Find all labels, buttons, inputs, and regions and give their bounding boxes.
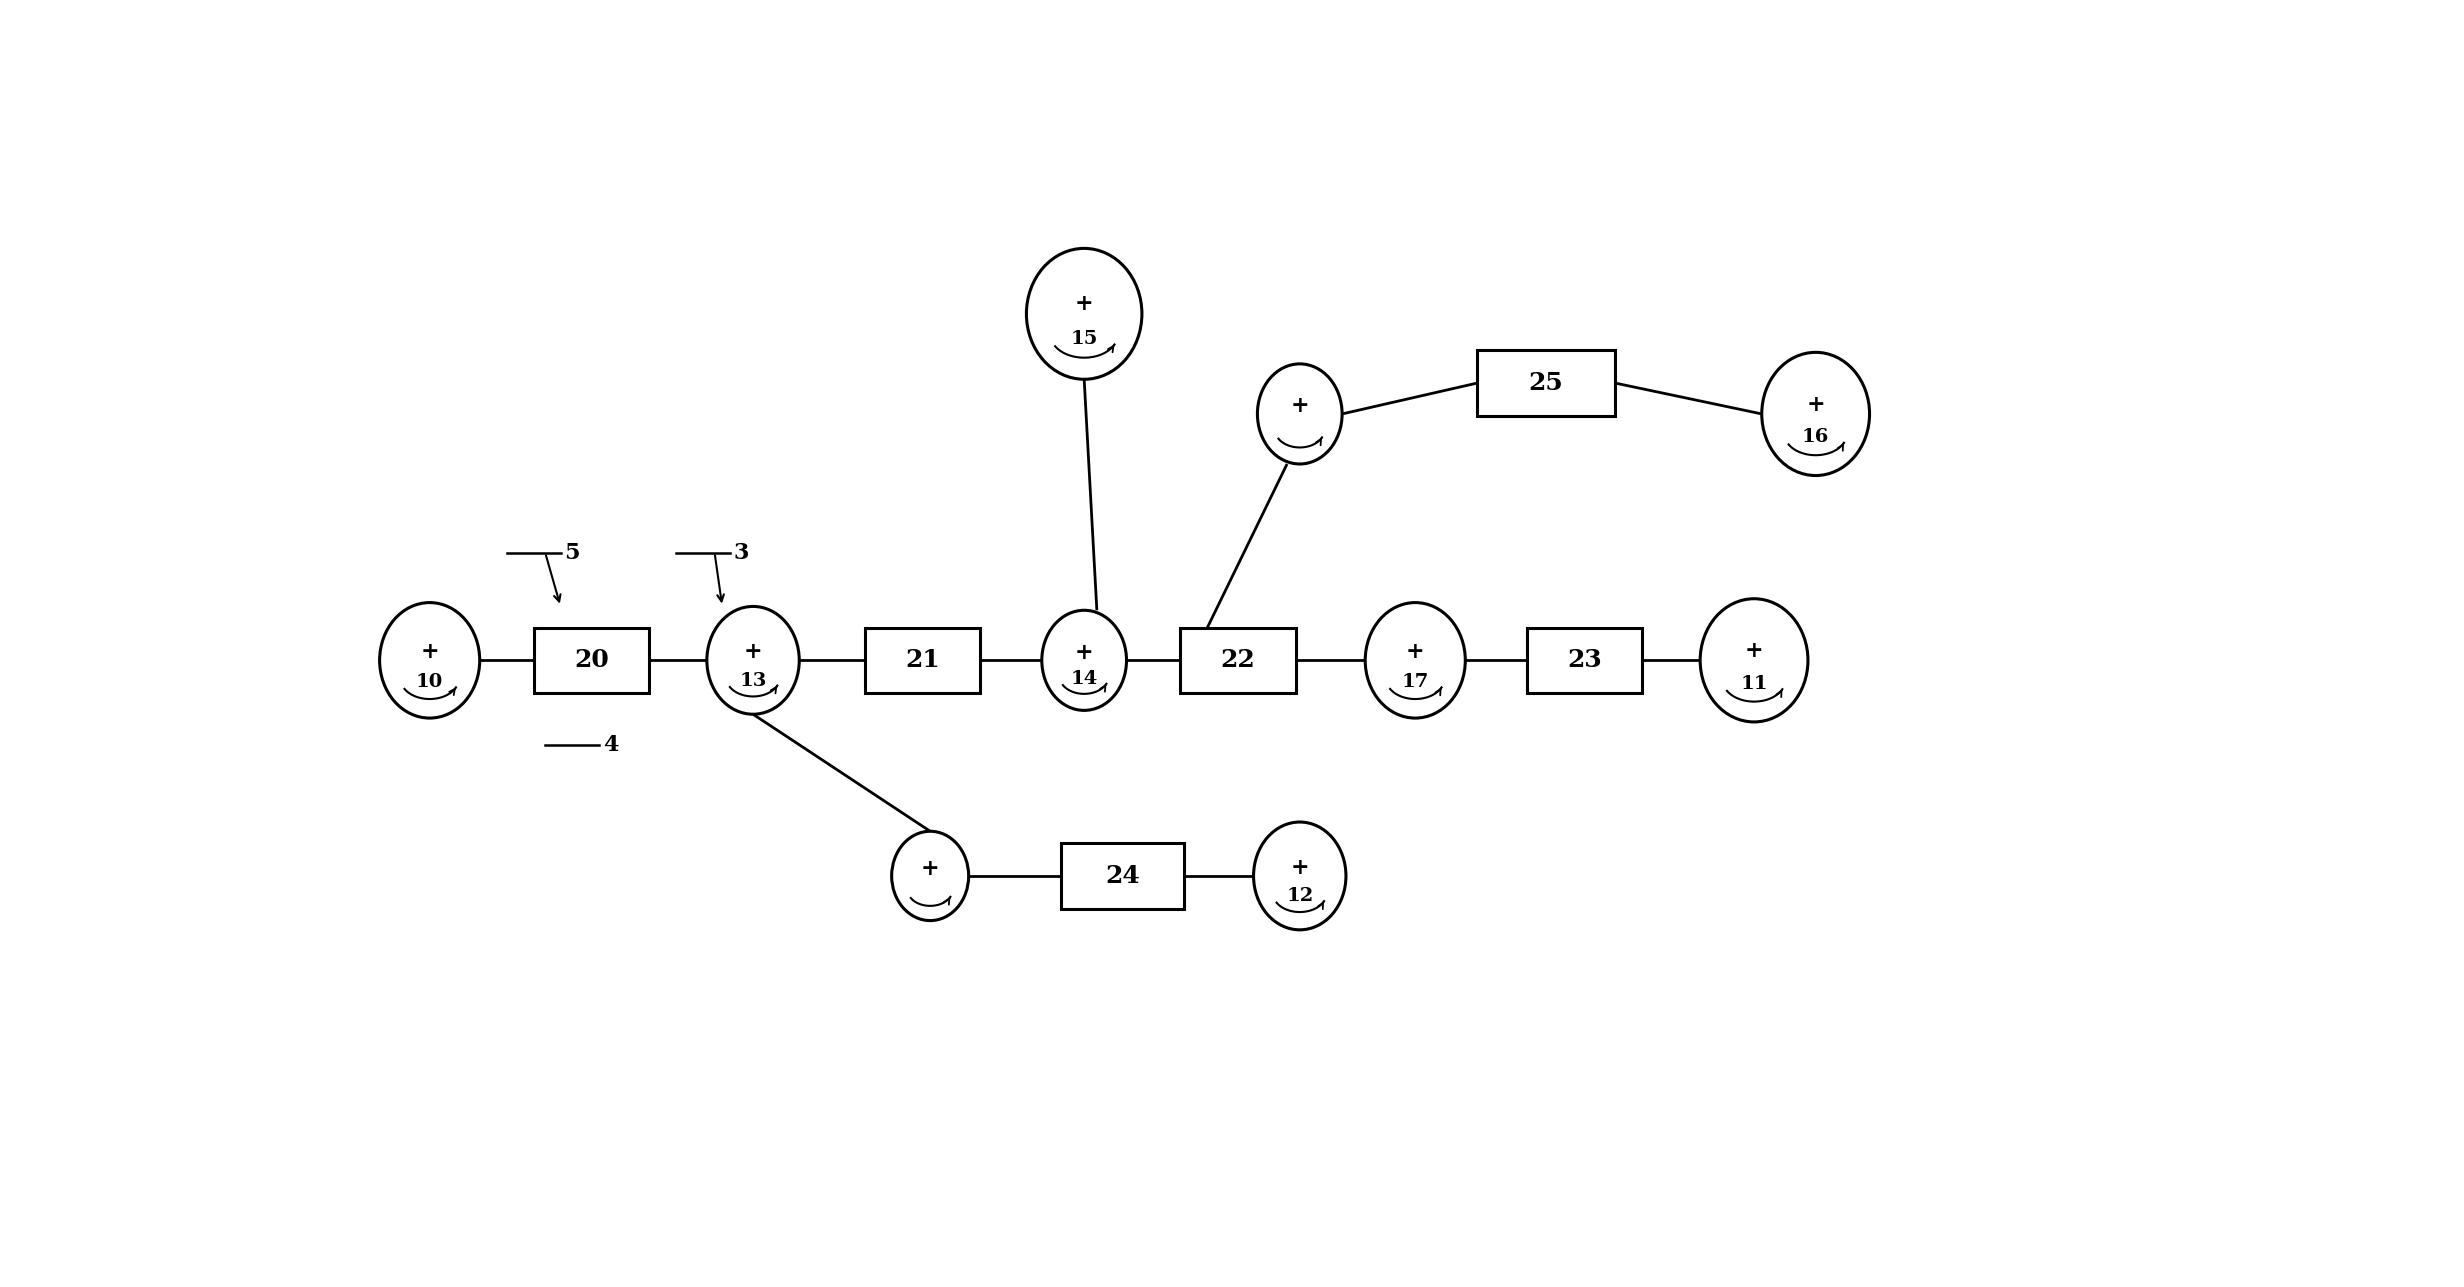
Text: 24: 24 — [1106, 864, 1141, 888]
Text: +: + — [1291, 395, 1308, 417]
Bar — [1528, 628, 1643, 694]
Ellipse shape — [1027, 248, 1141, 380]
Text: +: + — [1407, 641, 1424, 663]
Bar — [1180, 628, 1296, 694]
Text: 16: 16 — [1801, 429, 1828, 447]
Bar — [865, 628, 981, 694]
Text: 3: 3 — [734, 542, 749, 564]
Text: 4: 4 — [604, 734, 618, 755]
Ellipse shape — [707, 606, 798, 714]
Text: 11: 11 — [1740, 674, 1767, 692]
Text: 23: 23 — [1567, 649, 1602, 672]
Text: 13: 13 — [739, 672, 766, 690]
Text: 10: 10 — [416, 673, 444, 691]
Bar — [1062, 843, 1185, 909]
Text: +: + — [421, 641, 439, 663]
Text: +: + — [744, 641, 761, 663]
Text: 12: 12 — [1286, 888, 1313, 906]
Text: 15: 15 — [1069, 329, 1099, 347]
Text: 22: 22 — [1220, 649, 1257, 672]
Ellipse shape — [1254, 822, 1345, 929]
Text: 25: 25 — [1528, 371, 1565, 395]
Bar — [535, 628, 648, 694]
Ellipse shape — [1257, 364, 1343, 465]
Text: +: + — [1074, 293, 1094, 315]
Ellipse shape — [1700, 598, 1809, 722]
Text: +: + — [922, 858, 939, 880]
Text: +: + — [1745, 640, 1764, 662]
Text: +: + — [1074, 642, 1094, 664]
Ellipse shape — [1042, 610, 1126, 710]
Text: 20: 20 — [574, 649, 609, 672]
Ellipse shape — [1762, 353, 1870, 475]
Text: 21: 21 — [904, 649, 939, 672]
Ellipse shape — [379, 602, 480, 718]
Text: 14: 14 — [1069, 671, 1099, 689]
Text: +: + — [1291, 857, 1308, 879]
Ellipse shape — [892, 831, 968, 920]
Text: 5: 5 — [564, 542, 579, 564]
Text: +: + — [1806, 394, 1826, 416]
Text: 17: 17 — [1402, 673, 1429, 691]
Bar — [1476, 350, 1616, 416]
Ellipse shape — [1365, 602, 1466, 718]
